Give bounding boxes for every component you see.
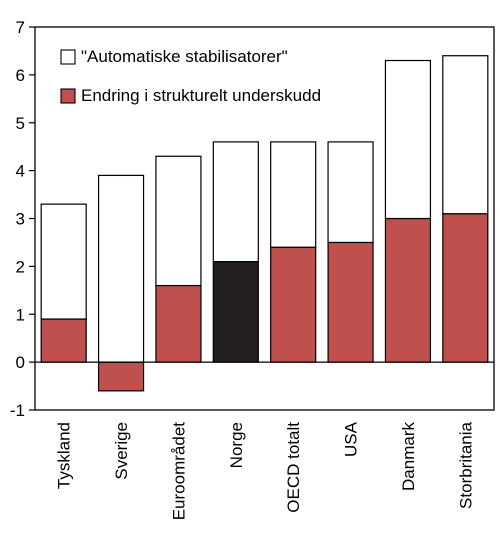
category-label: Sverige: [112, 422, 131, 480]
category-label: OECD totalt: [284, 422, 303, 513]
y-tick-label: 1: [16, 305, 25, 324]
legend: "Automatiske stabilisatorer" Endring i st…: [60, 47, 321, 105]
bar-structural-tyskland: [40, 318, 87, 363]
x-axis: Tyskland Sverige Euroområdet Norge OECD tota…: [55, 421, 476, 520]
bar-structural-norge: [212, 260, 259, 363]
y-tick-label: 2: [16, 257, 25, 276]
legend-label: "Automatiske stabilisatorer": [81, 47, 288, 66]
bar-stabilisers-oecd-totalt: [270, 141, 317, 248]
bar-stabilisers-tyskland: [40, 203, 87, 320]
y-tick-label: 3: [16, 210, 25, 229]
bar-stabilisers-norge: [212, 141, 259, 263]
category-label: Norge: [227, 422, 246, 468]
legend-swatch: [60, 88, 76, 104]
bars-group: [40, 55, 489, 392]
legend-swatch: [60, 49, 76, 65]
category-label: USA: [342, 421, 361, 457]
y-tick-label: 0: [16, 353, 25, 372]
category-label: Euroområdet: [169, 422, 188, 521]
bar-structural-sverige: [97, 361, 145, 392]
bar-stabilisers-euroomr-det: [155, 155, 202, 287]
bar-structural-usa: [327, 241, 374, 363]
y-tick-label: 4: [16, 162, 25, 181]
bar-stabilisers-sverige: [97, 174, 145, 363]
category-label: Tyskland: [55, 422, 74, 489]
y-tick-label: -1: [10, 401, 25, 420]
y-tick-label: 6: [16, 66, 25, 85]
bar-stabilisers-usa: [327, 141, 374, 244]
bar-stabilisers-storbritania: [442, 55, 489, 215]
y-tick-label: 5: [16, 114, 25, 133]
bar-stabilisers-danmark: [384, 59, 432, 220]
legend-label: Endring i strukturelt underskudd: [81, 86, 321, 105]
category-label: Danmark: [399, 422, 418, 491]
y-axis: -1 0 1 2 3 4 5 6 7: [10, 18, 35, 420]
bar-structural-storbritania: [442, 213, 489, 363]
bar-structural-oecd-totalt: [270, 246, 317, 363]
bar-structural-danmark: [384, 217, 432, 363]
y-tick-label: 7: [16, 18, 25, 37]
bar-structural-euroomr-det: [155, 284, 202, 363]
category-label: Storbritania: [456, 421, 475, 508]
